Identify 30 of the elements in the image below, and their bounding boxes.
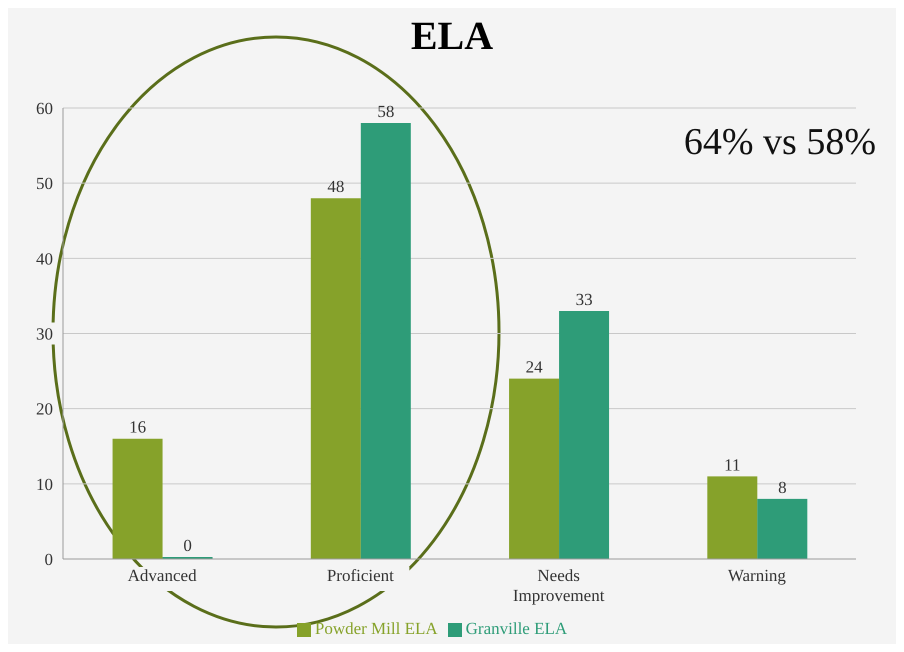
- data-label: 11: [724, 455, 740, 474]
- y-tick-label: 30: [36, 324, 53, 344]
- chart-title: ELA: [410, 12, 494, 59]
- bar: [360, 123, 411, 559]
- data-label: 16: [129, 418, 146, 437]
- y-tick-label: 60: [36, 99, 53, 118]
- x-tick-label: Needs Improvement: [512, 566, 605, 605]
- bar: [509, 378, 560, 559]
- y-tick-label: 0: [44, 550, 53, 569]
- data-label: 33: [576, 290, 593, 309]
- data-label: 48: [327, 177, 344, 196]
- legend-label: Granville ELA: [466, 619, 568, 638]
- data-label: 58: [377, 102, 394, 122]
- bar: [559, 310, 610, 559]
- x-tick-label: Warning: [728, 566, 786, 585]
- x-tick-label: Advanced: [128, 566, 198, 585]
- bar: [757, 498, 808, 559]
- annotation: 64% vs 58%: [684, 120, 876, 164]
- x-tick-label: Proficient: [326, 566, 394, 585]
- y-tick-label: 50: [36, 174, 53, 194]
- y-tick-label: 10: [36, 474, 53, 494]
- bar: [707, 476, 758, 559]
- data-label: 8: [778, 478, 787, 497]
- bar: [310, 198, 361, 559]
- bar: [112, 438, 163, 559]
- y-tick-label: 20: [36, 400, 53, 419]
- data-label: 0: [183, 536, 192, 555]
- legend-label: Powder Mill ELA: [314, 619, 438, 638]
- data-label: 24: [526, 358, 544, 377]
- y-tick-label: 40: [36, 249, 53, 268]
